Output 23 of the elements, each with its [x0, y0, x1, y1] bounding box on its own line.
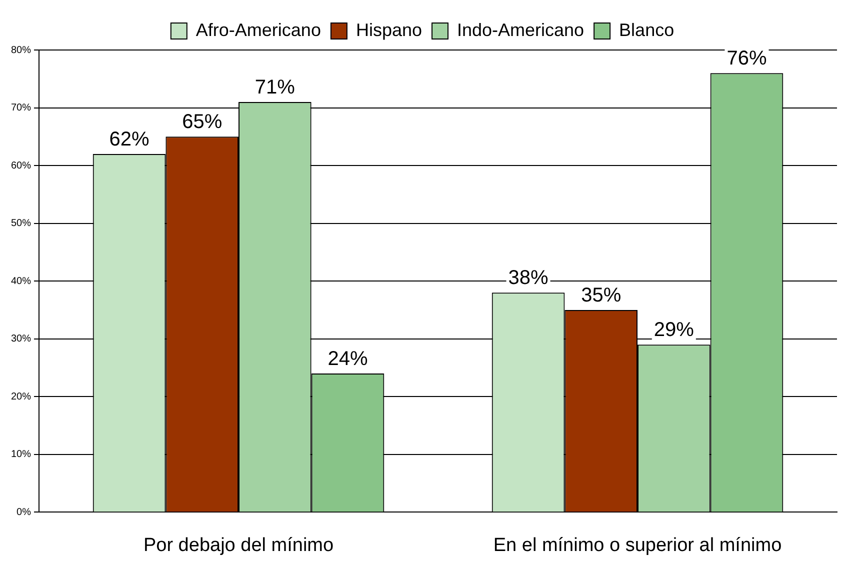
- y-tick-label: 10%: [11, 449, 32, 460]
- legend-label: Indo-Americano: [456, 20, 584, 40]
- y-tick-label: 70%: [11, 102, 32, 114]
- data-label: 65%: [182, 111, 222, 134]
- legend-label: Hispano: [356, 20, 422, 40]
- data-label: 35%: [581, 284, 622, 307]
- x-tick-label: En el mínimo o superior al mínimo: [493, 534, 782, 556]
- data-label: 24%: [328, 348, 368, 370]
- x-tick-label: Por debajo del mínimo: [143, 534, 334, 556]
- data-label: 71%: [254, 76, 296, 99]
- y-tick-label: 40%: [11, 276, 32, 287]
- y-tick-label: 50%: [11, 218, 32, 230]
- data-label: 38%: [508, 267, 549, 290]
- data-label: 62%: [109, 128, 150, 151]
- y-tick-label: 80%: [11, 44, 32, 56]
- y-tick-label: 60%: [11, 160, 32, 172]
- y-tick-label: 20%: [11, 391, 32, 402]
- legend-label: Blanco: [619, 20, 674, 40]
- y-tick-label: 0%: [16, 506, 32, 518]
- legend-label: Afro-Americano: [196, 20, 321, 40]
- data-label: 76%: [726, 48, 767, 70]
- y-tick-label: 30%: [11, 334, 32, 345]
- data-label: 29%: [654, 319, 694, 342]
